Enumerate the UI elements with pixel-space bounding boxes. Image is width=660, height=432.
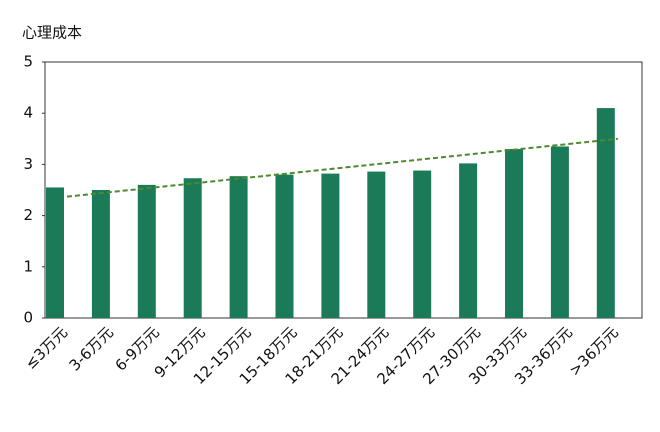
bar xyxy=(229,176,248,318)
bar xyxy=(137,184,156,318)
y-tick-label: 0 xyxy=(23,309,33,327)
x-tick-label: 3-6万元 xyxy=(66,323,117,374)
bar xyxy=(46,187,64,318)
x-tick-label: >36万元 xyxy=(565,323,621,379)
bar xyxy=(596,108,615,318)
y-tick-label: 1 xyxy=(23,257,33,275)
x-tick-label: ≤3万元 xyxy=(21,323,71,373)
bar xyxy=(550,146,569,318)
trend-line xyxy=(66,137,618,198)
y-tick-label: 2 xyxy=(23,206,33,224)
bar xyxy=(275,174,294,318)
plot-area xyxy=(44,61,643,319)
y-tick-label: 4 xyxy=(23,104,33,122)
bar xyxy=(183,178,202,318)
bar xyxy=(91,190,110,318)
y-tick-label: 5 xyxy=(23,53,33,71)
y-tick-label: 3 xyxy=(23,155,33,173)
bar xyxy=(413,170,432,318)
bar xyxy=(505,149,523,318)
bar xyxy=(459,163,478,318)
y-axis-title: 心理成本 xyxy=(22,24,82,42)
bar xyxy=(367,171,386,318)
bar xyxy=(321,173,340,318)
